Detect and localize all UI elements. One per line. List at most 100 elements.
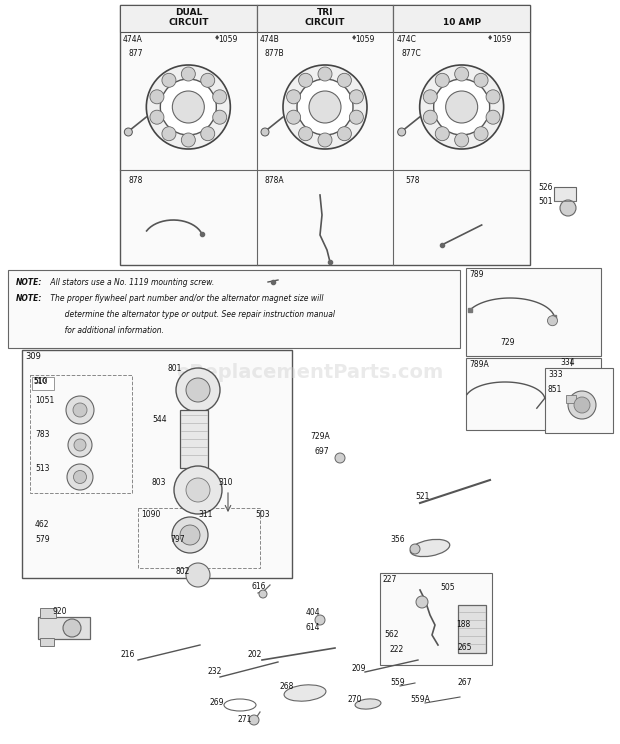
Bar [466,268,601,356]
Text: 265: 265 [458,643,472,652]
Text: 311: 311 [198,510,213,519]
Text: 1051: 1051 [35,396,55,405]
Bar [138,508,260,568]
Bar [38,617,90,639]
Circle shape [446,91,477,123]
Text: ♦: ♦ [487,35,494,41]
Text: 789A: 789A [469,360,489,369]
Circle shape [286,110,301,124]
Bar [545,368,613,433]
Text: 267: 267 [458,678,472,687]
Text: 920: 920 [52,607,66,616]
Text: 334: 334 [560,358,575,367]
Text: 877C: 877C [401,49,421,58]
Text: 309: 309 [25,352,41,361]
Circle shape [201,74,215,87]
Bar [40,638,54,646]
Text: 614: 614 [306,623,321,632]
Circle shape [337,74,352,87]
Circle shape [150,110,164,124]
Circle shape [176,368,220,412]
Circle shape [186,478,210,502]
Text: 559: 559 [390,678,405,687]
Circle shape [574,397,590,413]
Circle shape [259,590,267,598]
Text: 474B: 474B [260,35,280,44]
Circle shape [299,126,312,141]
Text: 510: 510 [33,378,46,384]
Text: 544: 544 [152,415,167,424]
Text: 801: 801 [168,364,182,373]
Circle shape [435,74,449,87]
Text: TRI
CIRCUIT: TRI CIRCUIT [305,8,345,28]
Text: 216: 216 [120,650,135,659]
Text: DUAL
CIRCUIT: DUAL CIRCUIT [168,8,208,28]
Circle shape [201,126,215,141]
Text: 729A: 729A [310,432,330,441]
Circle shape [249,715,259,725]
Bar [8,270,460,348]
Circle shape [150,90,164,104]
Circle shape [73,403,87,417]
Text: 1090: 1090 [141,510,161,519]
Text: NOTE:: NOTE: [16,278,42,287]
Circle shape [435,126,449,141]
Circle shape [74,470,87,484]
Circle shape [161,79,216,135]
Text: 559A: 559A [410,695,430,704]
Text: 789: 789 [469,270,484,279]
Text: 404: 404 [306,608,321,617]
Text: 803: 803 [152,478,167,487]
Bar [566,395,576,403]
Text: 501: 501 [538,197,552,206]
Circle shape [454,67,469,81]
Circle shape [309,91,341,123]
Text: 877B: 877B [265,49,285,58]
Circle shape [318,133,332,147]
Text: 578: 578 [405,176,420,185]
Text: 877: 877 [128,49,143,58]
Circle shape [423,110,437,124]
Circle shape [474,126,488,141]
Circle shape [486,90,500,104]
Text: 474C: 474C [396,35,416,44]
Bar [120,5,257,32]
Text: 878A: 878A [265,176,285,185]
Ellipse shape [355,699,381,709]
Text: 729: 729 [500,338,515,347]
Text: 462: 462 [35,520,50,529]
Text: 10 AMP: 10 AMP [443,18,481,27]
Circle shape [350,110,363,124]
Bar [40,608,56,618]
Text: eReplacementParts.com: eReplacementParts.com [176,362,444,382]
Text: 202: 202 [248,650,262,659]
Circle shape [181,133,195,147]
Text: 333: 333 [548,370,562,379]
Circle shape [433,79,490,135]
Circle shape [297,79,353,135]
Circle shape [416,596,428,608]
Bar [393,5,530,32]
Circle shape [213,90,227,104]
Circle shape [186,378,210,402]
Circle shape [486,110,500,124]
Text: 268: 268 [280,682,294,691]
Bar [554,187,576,201]
Circle shape [397,128,405,136]
Bar [466,358,601,430]
Circle shape [186,563,210,587]
Text: 697: 697 [315,447,330,456]
Bar [22,350,292,578]
Text: for additional information.: for additional information. [48,326,164,335]
Circle shape [560,200,576,216]
Text: 526: 526 [538,183,552,192]
Text: 270: 270 [348,695,363,704]
Circle shape [172,517,208,553]
Circle shape [74,439,86,451]
Text: 1059: 1059 [492,35,512,44]
Text: determine the alternator type or output. See repair instruction manual: determine the alternator type or output.… [48,310,335,319]
Circle shape [547,315,557,326]
Bar [257,5,393,32]
Text: 878: 878 [128,176,143,185]
Text: 579: 579 [35,535,50,544]
